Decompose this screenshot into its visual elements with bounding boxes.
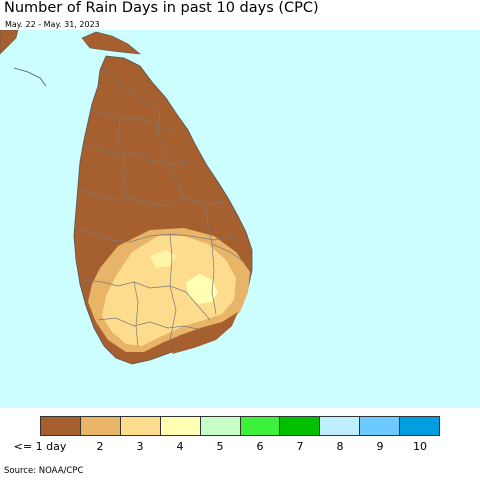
- legend-swatch-8: [320, 417, 361, 435]
- legend-label-4: 4: [176, 440, 184, 453]
- date-range: May. 22 - May. 31, 2023: [5, 20, 100, 29]
- ocean: [0, 30, 480, 408]
- legend-swatch-3: [120, 417, 161, 435]
- legend-swatch-4: [160, 417, 201, 435]
- zone-4-days: [186, 274, 218, 304]
- legend-swatch-10: [400, 417, 440, 435]
- legend-swatch-2: [80, 417, 121, 435]
- legend-colorbar: [40, 416, 440, 436]
- legend-swatch-1: [41, 417, 81, 435]
- legend-label-10: 10: [413, 440, 427, 453]
- legend-label-7: 7: [296, 440, 304, 453]
- legend-label-5: 5: [216, 440, 224, 453]
- zone-3-days: [102, 236, 236, 346]
- legend-label-9: 9: [376, 440, 384, 453]
- jaffna-peninsula: [81, 31, 141, 55]
- legend-swatch-7: [280, 417, 321, 435]
- legend-label-1: <= 1 day: [13, 440, 67, 453]
- south-coast-band: [172, 312, 238, 354]
- legend-swatch-9: [360, 417, 401, 435]
- district-borders: [77, 69, 245, 351]
- rain-days-map: [0, 30, 480, 408]
- map-title: Number of Rain Days in past 10 days (CPC…: [4, 0, 319, 16]
- legend-label-6: 6: [256, 440, 264, 453]
- source-credit: Source: NOAA/CPC: [4, 466, 84, 476]
- zone-4-days-west: [150, 250, 176, 268]
- india-coast: [0, 30, 19, 55]
- legend-label-8: 8: [336, 440, 344, 453]
- legend-swatch-6: [240, 417, 281, 435]
- legend-labels: <= 1 day 2 3 4 5 6 7 8 9 10: [14, 440, 440, 454]
- legend-swatch-5: [200, 417, 241, 435]
- legend-label-2: 2: [96, 440, 104, 453]
- adams-bridge: [13, 67, 47, 87]
- legend-label-3: 3: [136, 440, 144, 453]
